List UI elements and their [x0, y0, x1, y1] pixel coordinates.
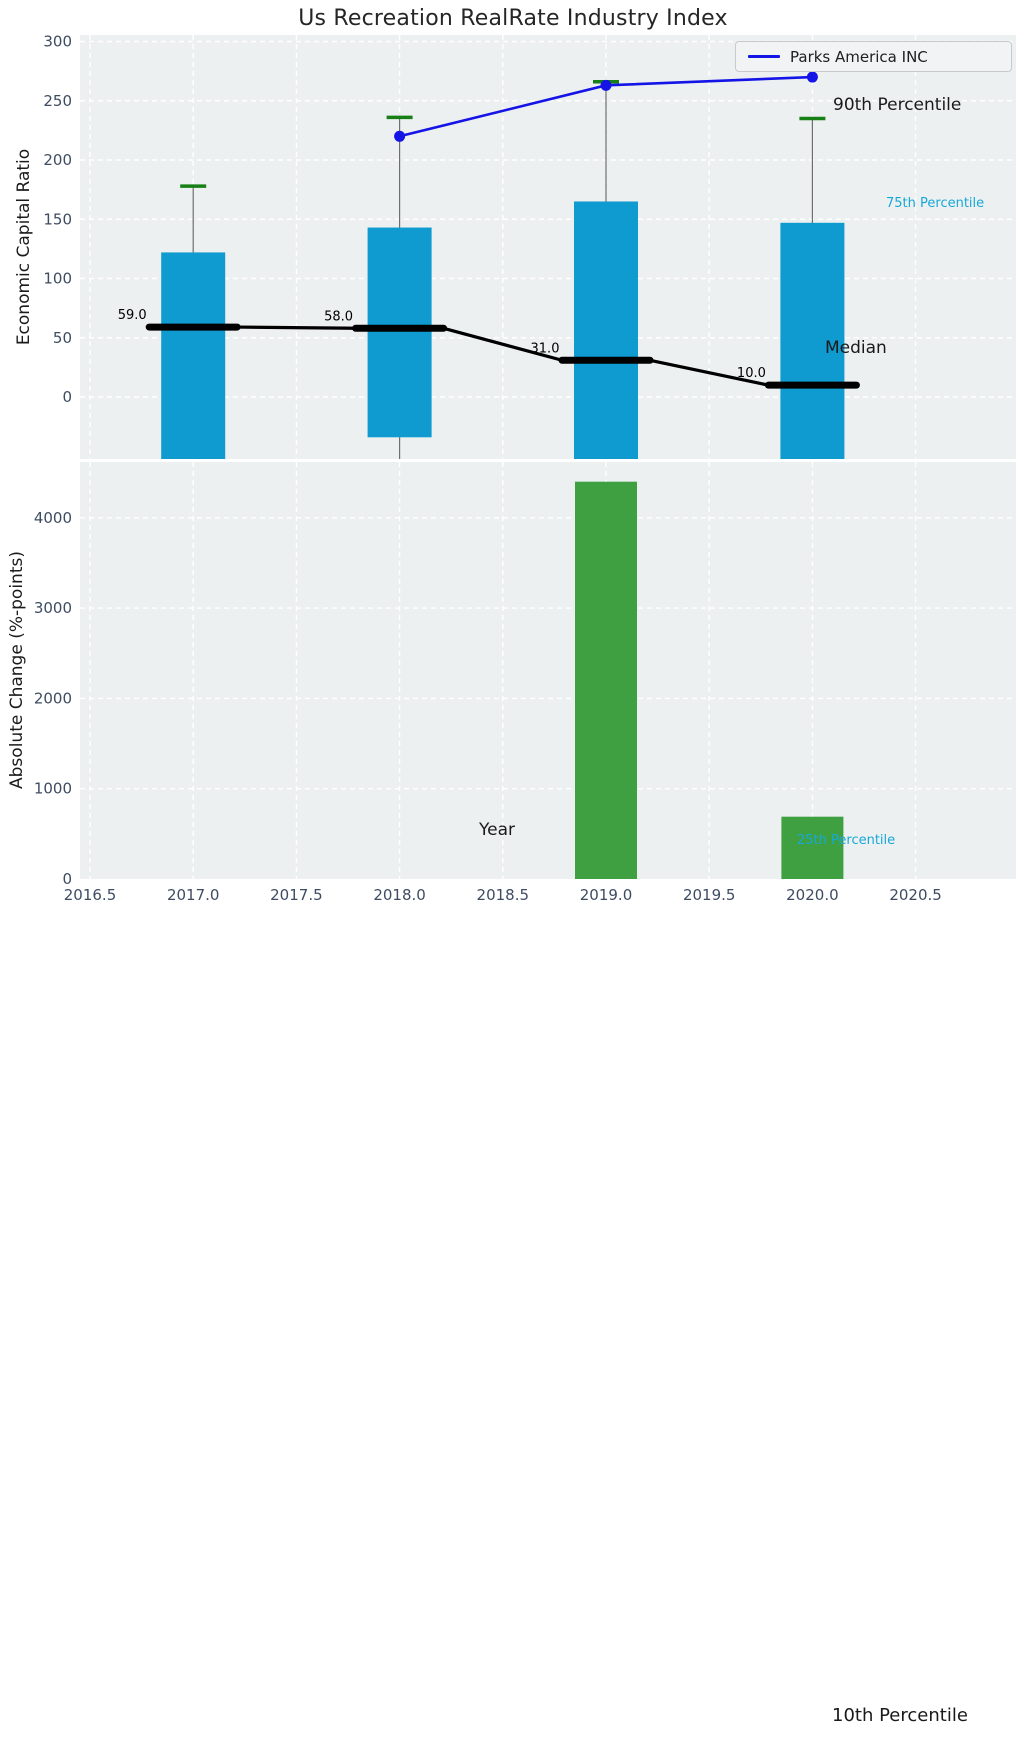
y-tick-label-bottom: 4000 [34, 509, 72, 527]
median-value-label: 31.0 [531, 341, 560, 356]
x-tick-label: 2018.5 [477, 886, 530, 904]
median-value-label: 10.0 [737, 366, 766, 381]
y-tick-label-top: 100 [43, 270, 72, 288]
absolute-change-bar [781, 816, 844, 879]
y-tick-label-top: 150 [43, 210, 72, 228]
legend-line-sample [748, 55, 780, 58]
y-tick-label-top: 200 [43, 151, 72, 169]
legend: Parks America INC [735, 41, 1012, 72]
x-tick-label: 2019.0 [580, 886, 633, 904]
x-axis-label: Year [479, 820, 515, 840]
median-connector-line [443, 326, 563, 362]
median-connector-line [649, 358, 769, 387]
median-connector-line [237, 325, 356, 330]
median-value-label: 58.0 [324, 309, 353, 324]
annotation-p10: 10th Percentile [832, 1705, 968, 1726]
y-tick-label-bottom: 1000 [34, 780, 72, 798]
annotation-p25: 25th Percentile [797, 833, 896, 848]
y-tick-label-top: 0 [62, 388, 72, 406]
top-axes-background [80, 35, 1016, 459]
company-line-marker [806, 71, 818, 83]
percentile-box-bar [780, 222, 845, 459]
annotation-p90: 90th Percentile [833, 95, 962, 115]
y-tick-label-top: 50 [53, 329, 72, 347]
legend-label: Parks America INC [790, 47, 928, 66]
company-line-marker [394, 130, 406, 142]
y-tick-label-bottom: 2000 [34, 689, 72, 707]
percentile-box-bar [161, 252, 226, 459]
y-axis-label-bottom: Absolute Change (%-points) [7, 551, 27, 789]
y-tick-label-top: 300 [43, 33, 72, 51]
bottom-axes-background [80, 462, 1016, 879]
y-tick-label-bottom: 3000 [34, 599, 72, 617]
chart-title: Us Recreation RealRate Industry Index [298, 6, 728, 31]
x-tick-label: 2016.5 [64, 886, 117, 904]
annotation-p75: 75th Percentile [886, 196, 985, 211]
percentile-box-bar [574, 201, 638, 459]
x-tick-label: 2020.5 [889, 886, 942, 904]
x-tick-label: 2017.0 [167, 886, 220, 904]
company-line-marker [600, 79, 612, 91]
absolute-change-bar [575, 481, 637, 879]
x-tick-label: 2018.0 [373, 886, 426, 904]
y-tick-label-bottom: 0 [62, 870, 72, 888]
median-value-label: 59.0 [118, 308, 147, 323]
y-axis-label-top: Economic Capital Ratio [14, 148, 34, 346]
annotation-median: Median [825, 338, 887, 358]
chart-canvas: 2016.5 2017.0 2017.5 2018.0 2018.5 2019.0 2019… [34, 33, 1016, 904]
x-tick-label: 2017.5 [270, 886, 323, 904]
percentile-box-bar [367, 227, 432, 438]
x-tick-label: 2020.0 [786, 886, 839, 904]
y-tick-label-top: 250 [43, 92, 72, 110]
x-tick-label: 2019.5 [683, 886, 736, 904]
